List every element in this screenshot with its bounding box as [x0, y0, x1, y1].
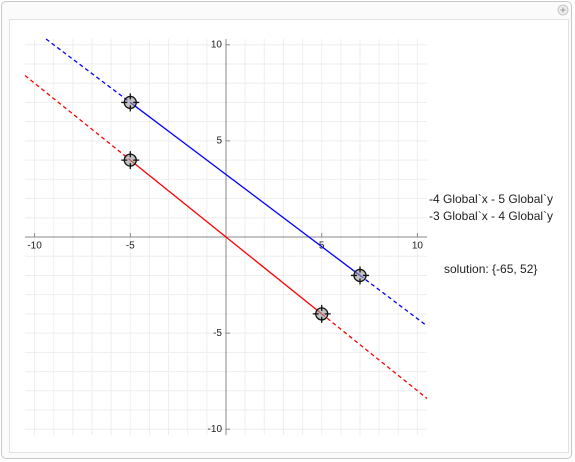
y-tick-label: -10: [208, 424, 223, 435]
output-panel: [9, 19, 569, 453]
y-tick-label: 5: [216, 136, 222, 147]
add-button[interactable]: [557, 4, 569, 16]
solution-text: solution: {-65, 52}: [444, 262, 537, 276]
line-segment: [129, 101, 361, 276]
y-tick-label: 10: [211, 39, 223, 50]
x-tick-label: 10: [412, 241, 424, 252]
x-tick-label: -10: [27, 241, 42, 252]
locator-cross[interactable]: [121, 151, 140, 170]
locator-cross[interactable]: [351, 266, 369, 285]
locator-cross[interactable]: [312, 304, 331, 323]
locator[interactable]: [351, 266, 369, 285]
extension-line: [321, 313, 428, 399]
x-tick-label: -5: [126, 241, 135, 252]
extension-line: [24, 75, 131, 161]
legend-label: -3 Global`x - 4 Global`y: [429, 209, 553, 223]
locator[interactable]: [312, 304, 331, 323]
add-button-icon[interactable]: [560, 7, 566, 13]
locator[interactable]: [121, 151, 140, 170]
extension-line: [45, 38, 131, 103]
legend-label: -4 Global`x - 5 Global`y: [429, 192, 553, 206]
y-tick-label: -5: [213, 328, 222, 339]
locator[interactable]: [121, 93, 140, 112]
locator-cross[interactable]: [121, 93, 140, 112]
line-segment: [129, 159, 323, 315]
